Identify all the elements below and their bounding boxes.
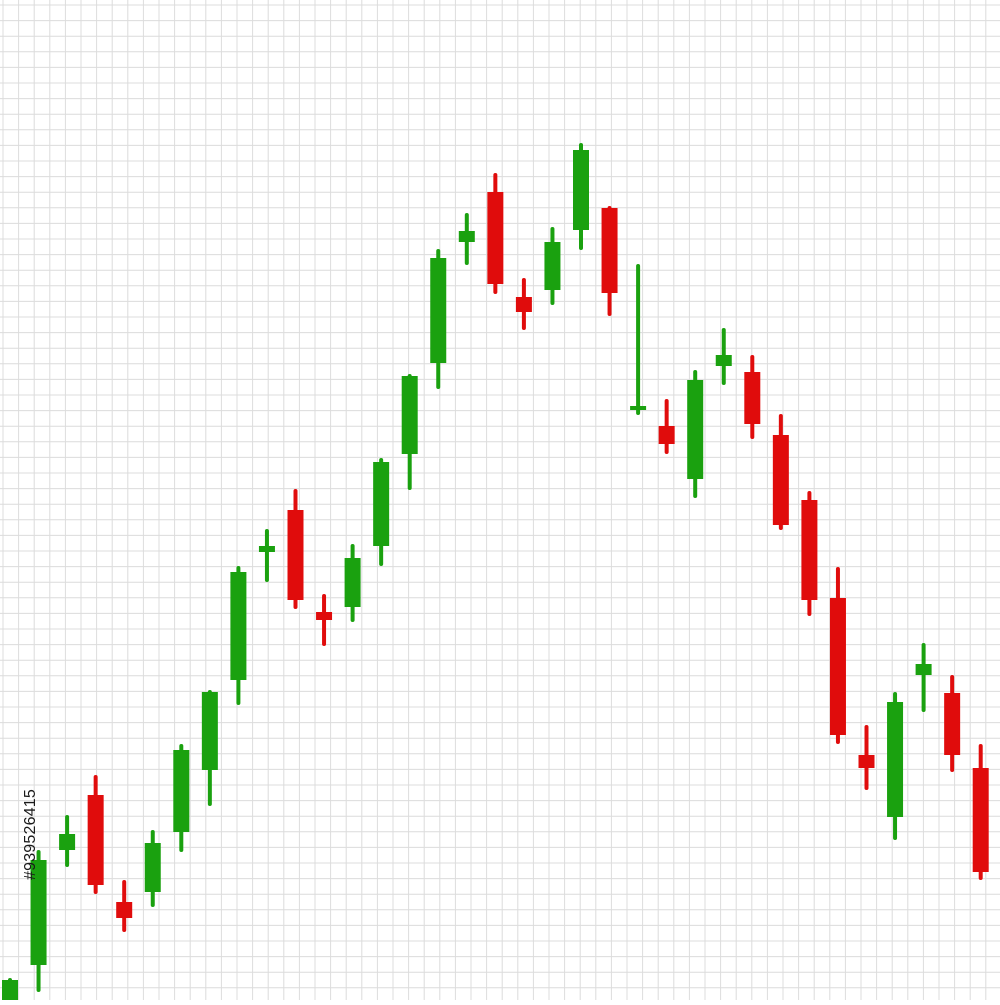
candle-bearish [601, 206, 618, 316]
candle-bullish [458, 213, 475, 265]
candle-bearish [944, 675, 961, 772]
candle-bearish [772, 414, 789, 530]
candle-bullish [201, 690, 218, 806]
candle-bearish [744, 355, 761, 439]
candle-bearish [972, 744, 989, 880]
candle-body [287, 510, 304, 600]
candle-bullish [373, 458, 390, 566]
candle-bullish [401, 374, 418, 490]
candle-body [144, 843, 161, 892]
stock-image-id: #939526415 [22, 789, 39, 880]
candle-body [230, 572, 247, 680]
candle-bearish [801, 491, 818, 616]
candle-bearish [658, 399, 675, 454]
candle-body [173, 750, 190, 832]
candle-body [630, 406, 647, 410]
candle-bullish [2, 978, 18, 1002]
candle-bullish [715, 328, 732, 385]
candle-body [401, 376, 418, 454]
candle-body [344, 558, 361, 607]
candle-bullish [258, 529, 275, 582]
candle-body [59, 834, 76, 850]
candle-body [573, 150, 589, 230]
candle-body [2, 980, 18, 1000]
candle-body [30, 860, 47, 965]
candle-body [116, 902, 133, 918]
candle-body [972, 768, 989, 872]
candle-body [458, 231, 475, 242]
candle-body [601, 208, 618, 293]
candle-body [829, 598, 846, 735]
candle-body [715, 355, 732, 366]
candle-bearish [515, 278, 532, 330]
candle-bullish [544, 227, 561, 305]
candle-body [887, 702, 904, 817]
candle-body [515, 297, 532, 312]
candle-body [687, 380, 704, 479]
candle-bullish [430, 249, 447, 389]
candle-bullish [915, 643, 932, 712]
candle-bullish [144, 830, 161, 907]
candle-body [801, 500, 818, 600]
candle-body [487, 192, 504, 284]
candle-body [858, 755, 875, 768]
candle-bullish [687, 370, 704, 498]
candle-bearish [829, 567, 846, 744]
candle-bullish [573, 143, 589, 250]
candle-bullish [630, 264, 647, 415]
candle-body [87, 795, 104, 885]
candle-body [430, 258, 447, 363]
candle-body [944, 693, 961, 755]
candle-bullish [30, 850, 47, 992]
candle-bearish [87, 775, 104, 894]
candle-body [658, 426, 675, 444]
candle-bullish [230, 566, 247, 705]
candle-bearish [287, 489, 304, 609]
candle-body [373, 462, 390, 546]
candle-body [772, 435, 789, 525]
candle-bearish [858, 725, 875, 790]
candle-bullish [59, 815, 76, 867]
candle-bearish [316, 594, 333, 646]
candle-body [258, 546, 275, 552]
candle-body [201, 692, 218, 770]
candle-bearish [116, 880, 133, 932]
candle-bullish [173, 744, 190, 852]
candle-bullish [887, 692, 904, 840]
candles-group [2, 143, 989, 1002]
candle-bearish [487, 173, 504, 294]
candle-body [915, 664, 932, 675]
candle-body [544, 242, 561, 290]
candle-bullish [344, 544, 361, 622]
candle-body [744, 372, 761, 424]
candle-body [316, 612, 333, 620]
